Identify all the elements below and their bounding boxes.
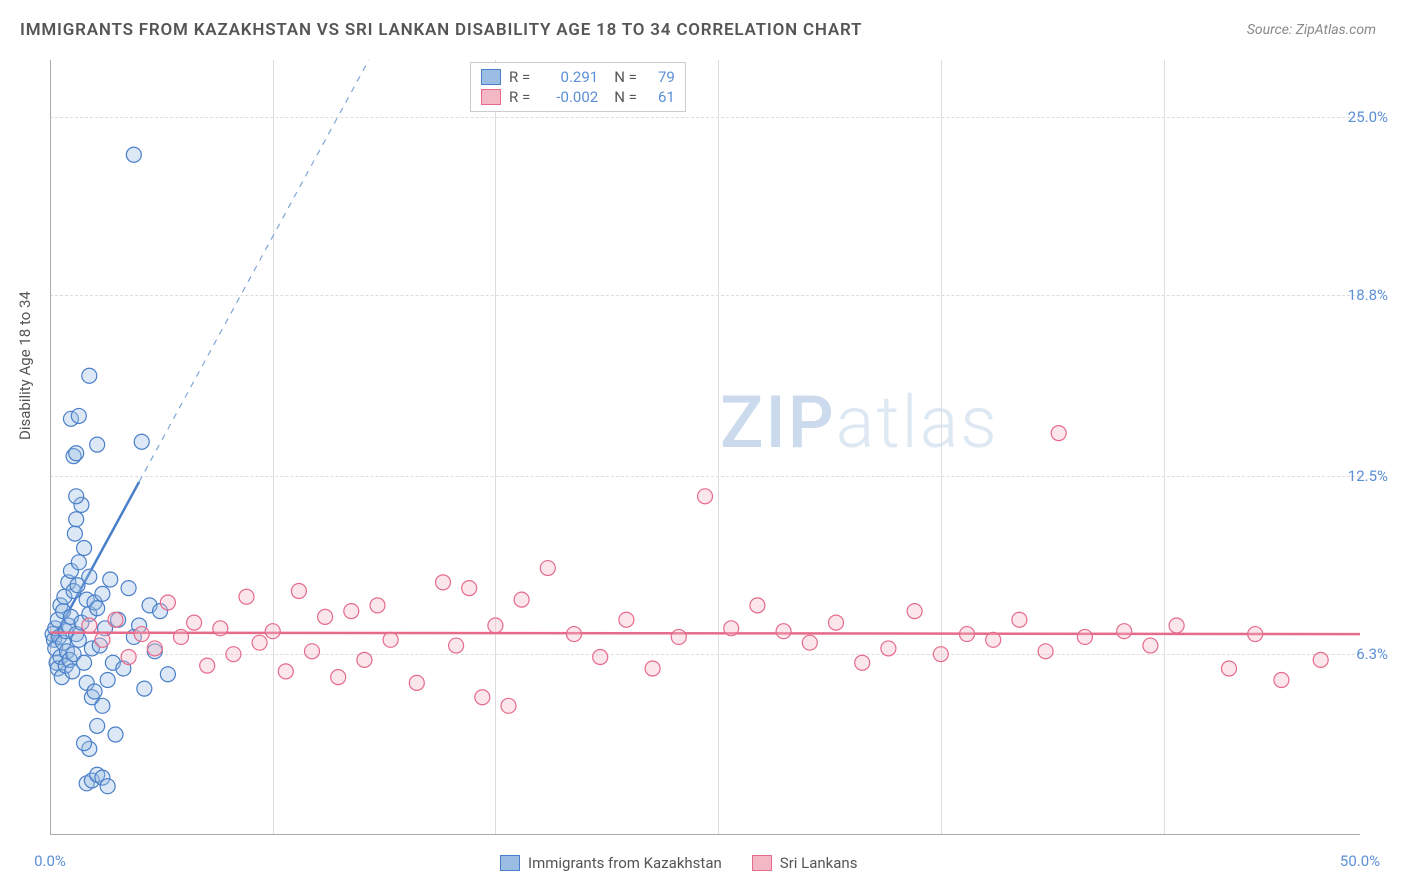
n-label: N = <box>614 68 637 86</box>
n-label: N = <box>614 88 637 106</box>
r-value: 0.291 <box>538 68 598 86</box>
r-label: R = <box>509 88 530 106</box>
swatch-icon <box>481 69 501 85</box>
source-attribution: Source: ZipAtlas.com <box>1247 22 1376 38</box>
legend-row-kazakhstan: R = 0.291 N = 79 <box>481 67 675 87</box>
legend-label: Sri Lankans <box>780 854 858 872</box>
n-value: 61 <box>645 88 675 106</box>
chart-title: IMMIGRANTS FROM KAZAKHSTAN VS SRI LANKAN… <box>20 20 862 40</box>
legend-item-kazakhstan: Immigrants from Kazakhstan <box>500 854 722 872</box>
legend-item-srilankan: Sri Lankans <box>752 854 858 872</box>
n-value: 79 <box>645 68 675 86</box>
scatter-plot <box>50 60 1360 835</box>
y-axis-label: Disability Age 18 to 34 <box>16 291 34 440</box>
legend-label: Immigrants from Kazakhstan <box>528 854 722 872</box>
swatch-icon <box>481 89 501 105</box>
r-label: R = <box>509 68 530 86</box>
r-value: -0.002 <box>538 88 598 106</box>
swatch-icon <box>500 855 520 871</box>
legend-row-srilankan: R = -0.002 N = 61 <box>481 87 675 107</box>
correlation-legend: R = 0.291 N = 79 R = -0.002 N = 61 <box>470 62 686 112</box>
swatch-icon <box>752 855 772 871</box>
series-legend: Immigrants from Kazakhstan Sri Lankans <box>500 854 857 872</box>
